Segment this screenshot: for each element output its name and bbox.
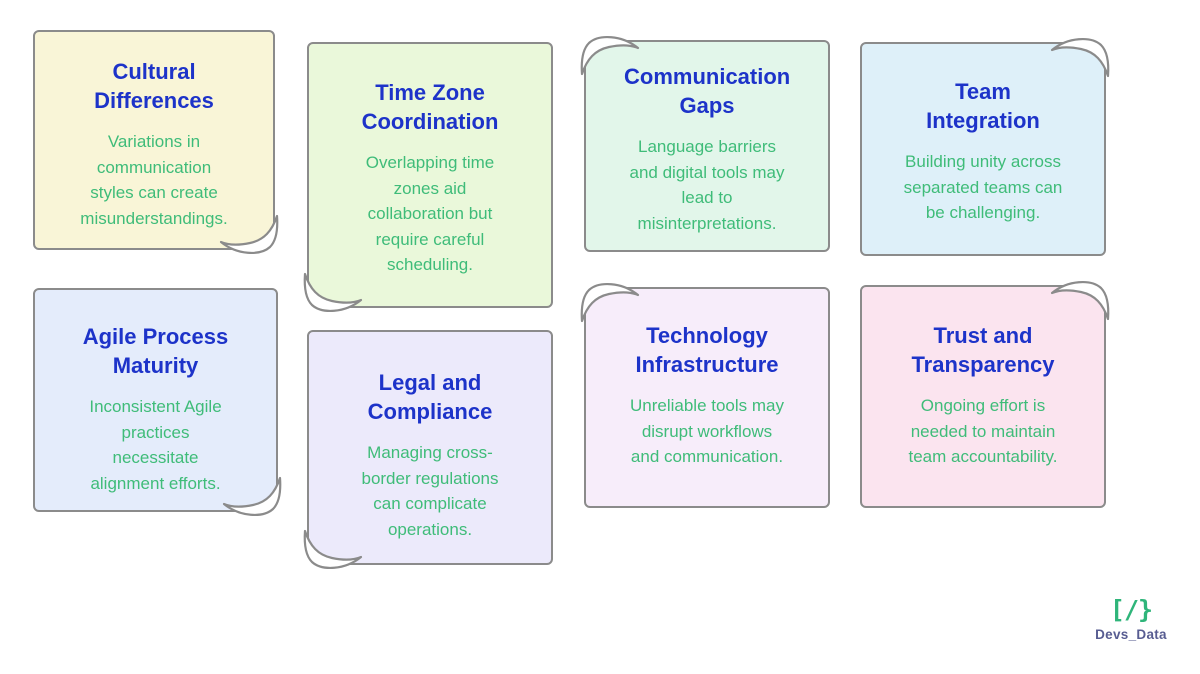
note-body: Ongoing effort is needed to maintain tea…	[908, 396, 1058, 467]
note-title: Cultural Differences	[94, 59, 214, 114]
code-brackets-icon: [/}	[1109, 595, 1153, 624]
note-body: Building unity across separated teams ca…	[903, 152, 1063, 223]
note-body: Variations in communication styles can c…	[80, 132, 228, 228]
note-cultural-differences: Cultural Differences Variations in commu…	[33, 30, 279, 254]
note-communication-gaps: Communication Gaps Language barriers and…	[580, 36, 830, 252]
note-title: Time Zone Coordination	[361, 80, 499, 135]
devsdata-logo: [/} Devs_Data	[1090, 596, 1172, 642]
note-title: Team Integration	[926, 79, 1040, 134]
logo-label: Devs_Data	[1095, 626, 1167, 642]
note-body: Inconsistent Agile practices necessitate…	[89, 397, 222, 493]
note-title: Communication Gaps	[624, 64, 791, 119]
note-time-zone-coordination: Time Zone Coordination Overlapping time …	[303, 42, 553, 312]
folded-corner-icon	[580, 283, 640, 323]
note-agile-process-maturity: Agile Process Maturity Inconsistent Agil…	[33, 288, 282, 516]
note-title: Trust and Transparency	[911, 323, 1055, 378]
folded-corner-icon	[1050, 281, 1110, 321]
note-title: Agile Process Maturity	[82, 324, 229, 379]
note-title: Technology Infrastructure	[635, 323, 779, 378]
note-trust-and-transparency: Trust and Transparency Ongoing effort is…	[860, 281, 1110, 508]
note-technology-infrastructure: Technology Infrastructure Unreliable too…	[580, 283, 830, 508]
folded-corner-icon	[1050, 38, 1110, 78]
note-body: Unreliable tools may disrupt workflows a…	[629, 396, 784, 467]
note-body: Language barriers and digital tools may …	[629, 137, 785, 233]
note-body: Overlapping time zones aid collaboration…	[365, 153, 495, 275]
note-title: Legal and Compliance	[367, 370, 493, 425]
note-body: Managing cross-border regulations can co…	[361, 443, 499, 539]
note-team-integration: Team Integration Building unity across s…	[860, 38, 1110, 256]
note-legal-and-compliance: Legal and Compliance Managing cross-bord…	[303, 330, 553, 569]
